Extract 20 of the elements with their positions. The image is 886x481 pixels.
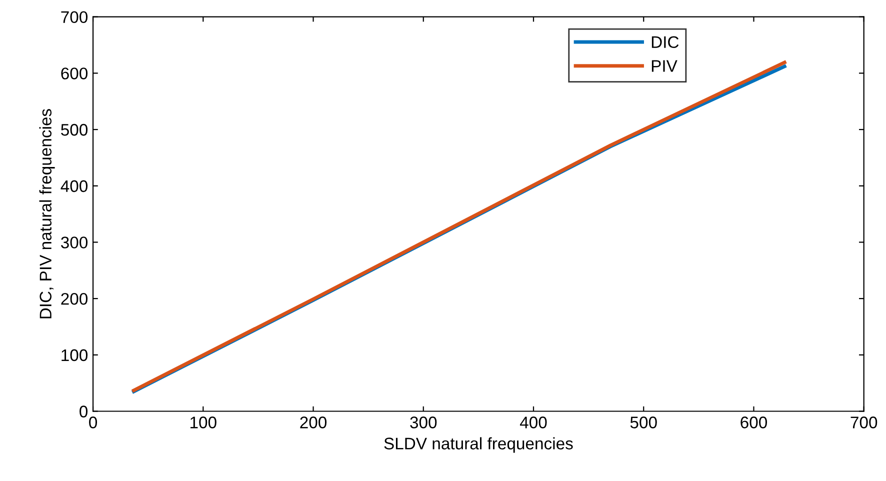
y-tick-label: 200 (61, 292, 88, 305)
x-tick-label: 600 (740, 416, 767, 428)
y-tick-label: 500 (61, 124, 88, 136)
x-axis-title: SLDV natural frequencies (384, 437, 573, 453)
y-axis-title: DIC, PIV natural frequencies (39, 109, 55, 318)
x-tick-label: 400 (520, 416, 547, 428)
x-tick-label: 300 (410, 416, 437, 428)
legend-label: PIV (652, 60, 678, 72)
legend-label: DIC (652, 36, 679, 48)
x-tick-label: 100 (190, 416, 216, 428)
x-tick-label: 700 (850, 416, 878, 428)
y-tick-label: 100 (62, 349, 88, 362)
y-tick-label: 0 (80, 406, 88, 418)
y-tick-label: 600 (61, 68, 88, 80)
x-tick-label: 500 (630, 416, 657, 428)
y-tick-label: 300 (61, 236, 88, 248)
y-tick-label: 400 (60, 180, 88, 192)
x-tick-label: 0 (89, 416, 98, 428)
y-tick-label: 700 (61, 11, 88, 24)
x-tick-label: 200 (300, 416, 327, 428)
